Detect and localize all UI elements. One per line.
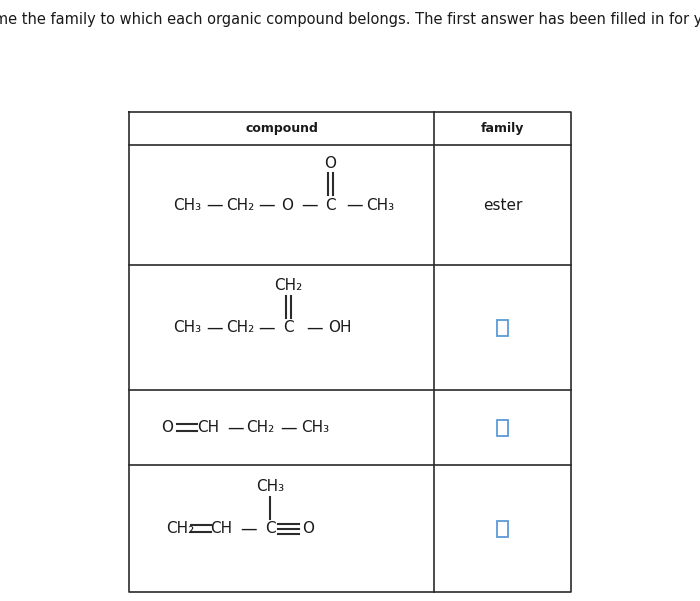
Text: C: C: [325, 198, 336, 213]
Text: CH₃: CH₃: [366, 198, 394, 213]
Text: CH: CH: [197, 420, 219, 435]
Text: O: O: [302, 521, 314, 536]
Text: CH₃: CH₃: [256, 479, 284, 494]
Text: OH: OH: [328, 320, 352, 335]
Text: —: —: [206, 196, 223, 214]
Text: CH₃: CH₃: [173, 320, 202, 335]
Text: —: —: [240, 519, 257, 537]
Text: —: —: [206, 319, 223, 337]
Text: —: —: [228, 418, 244, 436]
Text: compound: compound: [245, 122, 318, 135]
Text: CH: CH: [210, 521, 232, 536]
Text: ester: ester: [483, 198, 522, 213]
Text: C: C: [283, 320, 293, 335]
Text: —: —: [280, 418, 297, 436]
Text: O: O: [162, 420, 174, 435]
Text: —: —: [307, 319, 323, 337]
Text: —: —: [258, 196, 275, 214]
Text: Name the family to which each organic compound belongs. The first answer has bee: Name the family to which each organic co…: [0, 12, 700, 27]
Text: O: O: [281, 198, 293, 213]
Text: CH₂: CH₂: [246, 420, 274, 435]
Text: CH₂: CH₂: [226, 198, 255, 213]
Text: CH₂: CH₂: [274, 278, 302, 293]
Text: —: —: [302, 196, 318, 214]
Text: CH₂: CH₂: [226, 320, 255, 335]
Text: CH₃: CH₃: [173, 198, 202, 213]
Text: CH₂: CH₂: [166, 521, 195, 536]
Text: C: C: [265, 521, 275, 536]
Text: O: O: [324, 156, 337, 171]
Text: CH₃: CH₃: [301, 420, 329, 435]
Text: —: —: [258, 319, 275, 337]
Text: family: family: [481, 122, 524, 135]
Text: —: —: [346, 196, 363, 214]
